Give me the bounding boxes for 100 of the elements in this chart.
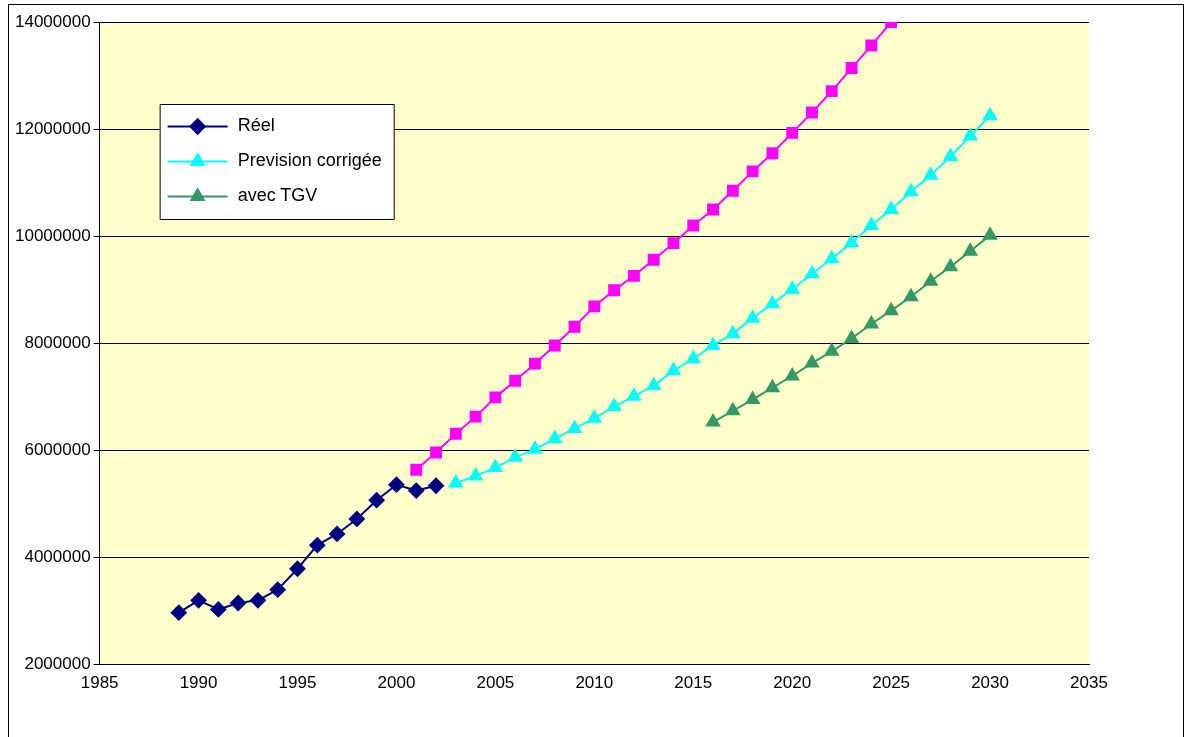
y-tick-label: 10000000 <box>15 225 91 245</box>
point <box>963 243 978 256</box>
point <box>269 581 286 598</box>
x-tick-label: 2000 <box>377 673 416 693</box>
point <box>647 253 660 266</box>
point <box>786 126 799 139</box>
point <box>608 284 621 297</box>
x-tick-label: 1990 <box>179 673 218 693</box>
point <box>785 367 800 381</box>
point <box>884 302 899 316</box>
point <box>646 377 661 391</box>
point <box>527 441 543 454</box>
point <box>667 237 680 250</box>
y-tick-label: 2000000 <box>24 654 91 674</box>
point <box>388 476 405 493</box>
point <box>627 269 640 282</box>
point <box>983 227 998 240</box>
point <box>903 183 918 197</box>
point <box>230 595 247 612</box>
point <box>509 374 522 387</box>
point <box>983 107 998 121</box>
x-tick-label: 1985 <box>80 673 119 693</box>
point <box>448 475 463 488</box>
point <box>824 250 839 264</box>
point <box>548 339 561 352</box>
point <box>309 537 326 554</box>
point <box>329 525 346 542</box>
point <box>348 510 365 527</box>
point <box>368 492 385 509</box>
point <box>824 343 839 356</box>
point <box>428 477 445 494</box>
point <box>588 300 601 313</box>
point <box>903 288 918 302</box>
point <box>844 330 859 343</box>
point <box>943 148 958 161</box>
point <box>289 560 306 577</box>
point <box>825 85 838 98</box>
point <box>923 167 938 180</box>
point <box>806 106 818 119</box>
point <box>845 62 858 74</box>
point <box>705 414 721 427</box>
point <box>864 316 879 329</box>
x-tick-label: 2015 <box>674 673 713 693</box>
y-tick-label: 6000000 <box>24 440 91 460</box>
x-tick-label: 2025 <box>872 673 911 693</box>
point <box>529 357 541 370</box>
x-tick-label: 2035 <box>1070 673 1108 693</box>
point <box>626 388 641 401</box>
point <box>210 601 227 618</box>
point <box>170 604 187 621</box>
point <box>567 420 582 433</box>
point <box>468 468 483 481</box>
point <box>745 310 760 323</box>
point <box>489 391 502 404</box>
point <box>568 320 581 333</box>
point <box>607 398 622 411</box>
point <box>410 463 423 476</box>
point <box>725 325 740 339</box>
point <box>190 592 207 609</box>
point <box>488 459 503 473</box>
point <box>686 350 701 364</box>
point <box>449 427 462 440</box>
point <box>587 410 602 423</box>
point <box>705 337 721 350</box>
point <box>923 273 938 286</box>
point <box>469 410 482 423</box>
y-tick-label: 8000000 <box>24 332 91 352</box>
point <box>766 147 779 160</box>
point <box>707 203 719 216</box>
point <box>844 234 859 248</box>
point <box>943 258 958 272</box>
y-tick-label: 12000000 <box>15 118 91 138</box>
point <box>765 295 780 309</box>
point <box>666 362 681 376</box>
x-tick-label: 2030 <box>971 673 1009 693</box>
point <box>408 482 425 499</box>
x-tick-label: 2020 <box>773 673 812 693</box>
legend-label: avec TGV <box>237 185 318 206</box>
legend-label: Réel <box>237 115 275 136</box>
point <box>884 201 899 214</box>
point <box>547 430 562 444</box>
x-tick-label: 2005 <box>476 673 515 693</box>
x-tick-label: 1995 <box>278 673 317 693</box>
x-tick-label: 2010 <box>575 673 614 693</box>
point <box>765 379 780 393</box>
point <box>430 446 442 459</box>
point <box>864 217 879 230</box>
point <box>745 391 760 405</box>
point <box>804 265 820 279</box>
point <box>746 165 759 178</box>
legend-label: Prevision corrigée <box>237 150 382 171</box>
point <box>804 355 820 368</box>
point <box>865 39 878 52</box>
point <box>249 592 266 609</box>
point <box>508 449 523 462</box>
point <box>726 184 739 197</box>
y-tick-label: 14000000 <box>15 11 91 31</box>
point <box>725 402 740 416</box>
point <box>687 219 700 232</box>
y-tick-label: 4000000 <box>24 547 91 567</box>
